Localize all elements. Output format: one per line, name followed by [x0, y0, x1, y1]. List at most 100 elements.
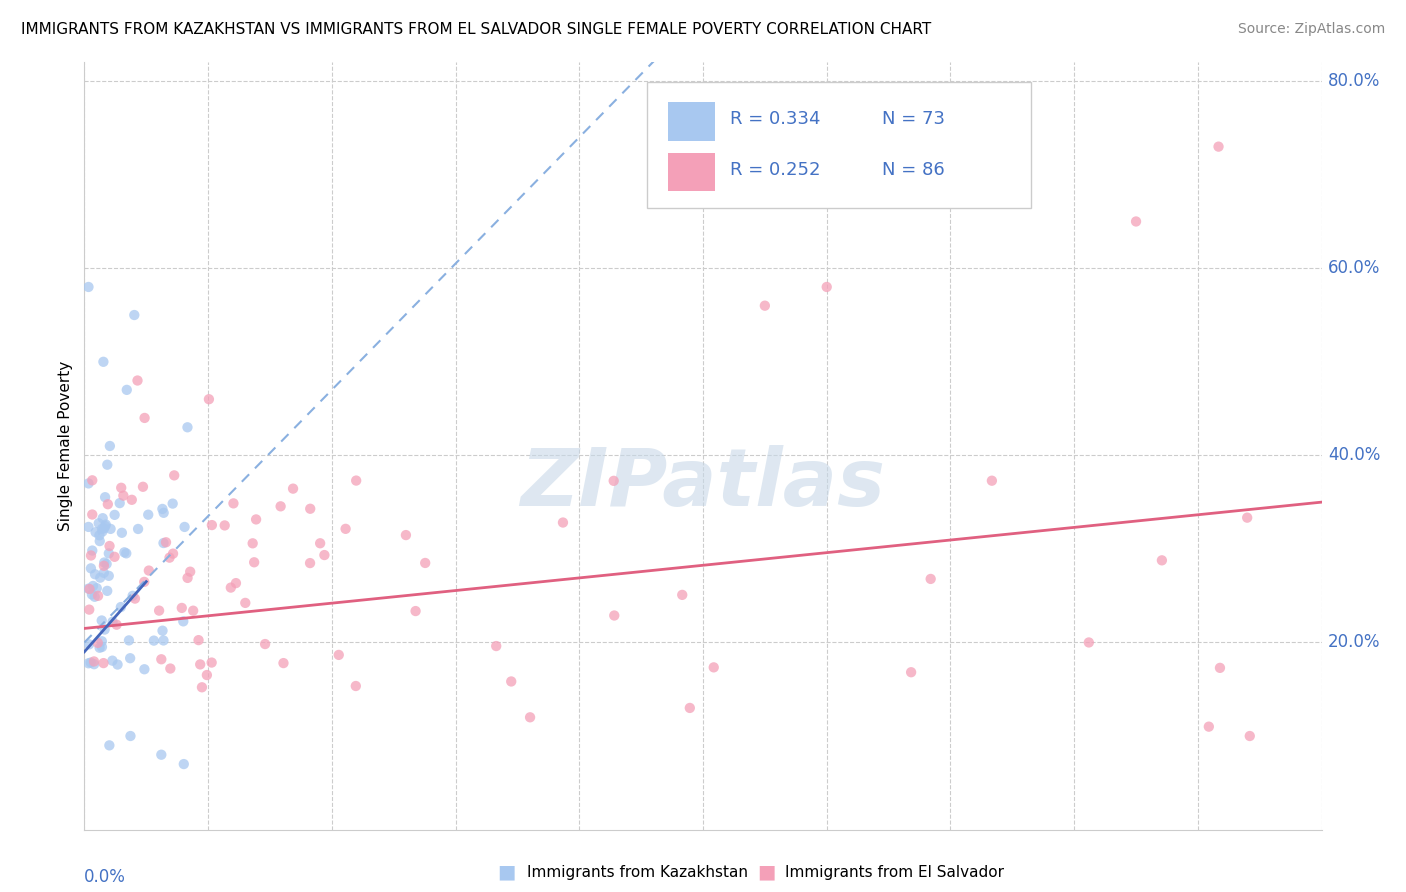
Point: [222, 496, 245, 510]
Point: [77, 520, 100, 534]
Point: [80, 549, 103, 563]
Point: [112, 489, 135, 503]
Point: [120, 651, 142, 665]
Text: 0.0%: 0.0%: [84, 868, 127, 886]
Point: [86, 581, 108, 595]
Point: [90, 634, 112, 648]
Point: [1236, 510, 1258, 524]
Point: [187, 633, 209, 648]
Point: [519, 710, 541, 724]
Point: [115, 383, 138, 397]
Point: [104, 508, 127, 522]
Point: [94, 517, 117, 532]
Point: [97, 546, 120, 560]
Point: [100, 522, 122, 536]
Text: 80.0%: 80.0%: [1327, 72, 1381, 90]
Point: [93, 566, 115, 580]
FancyBboxPatch shape: [668, 153, 716, 191]
Point: [77, 602, 100, 616]
Point: [93, 623, 115, 637]
Text: 20.0%: 20.0%: [1327, 633, 1381, 651]
Point: [309, 536, 332, 550]
Point: [83, 590, 105, 604]
Point: [79, 582, 101, 596]
Point: [101, 615, 124, 629]
Point: [124, 591, 146, 606]
Point: [112, 545, 135, 559]
Point: [314, 548, 336, 562]
Point: [328, 648, 350, 662]
Point: [80, 587, 103, 601]
Point: [83, 655, 105, 669]
Point: [103, 549, 125, 564]
Point: [201, 518, 224, 533]
Point: [134, 574, 156, 589]
Text: 60.0%: 60.0%: [1327, 260, 1381, 277]
Point: [132, 480, 155, 494]
Point: [77, 637, 100, 651]
Point: [98, 439, 121, 453]
Point: [245, 512, 267, 526]
Point: [602, 474, 624, 488]
Point: [148, 604, 170, 618]
Point: [195, 668, 218, 682]
Point: [754, 299, 776, 313]
Text: ■: ■: [756, 863, 776, 882]
Point: [501, 674, 523, 689]
Point: [150, 652, 173, 666]
Point: [413, 556, 436, 570]
Text: Immigrants from Kazakhstan: Immigrants from Kazakhstan: [527, 865, 748, 880]
Point: [243, 555, 266, 569]
FancyBboxPatch shape: [647, 81, 1031, 208]
Point: [110, 600, 132, 615]
Point: [96, 557, 118, 571]
Point: [120, 729, 142, 743]
Point: [94, 490, 117, 504]
Point: [163, 468, 186, 483]
Point: [107, 657, 129, 672]
Point: [77, 582, 100, 596]
Point: [242, 536, 264, 550]
Text: IMMIGRANTS FROM KAZAKHSTAN VS IMMIGRANTS FROM EL SALVADOR SINGLE FEMALE POVERTY : IMMIGRANTS FROM KAZAKHSTAN VS IMMIGRANTS…: [21, 22, 931, 37]
Point: [94, 519, 117, 533]
Point: [198, 392, 221, 407]
Point: [93, 521, 115, 535]
Point: [152, 536, 174, 550]
Point: [155, 535, 177, 549]
Point: [1209, 661, 1232, 675]
Y-axis label: Single Female Poverty: Single Female Poverty: [58, 361, 73, 531]
Point: [176, 420, 198, 434]
Point: [815, 280, 838, 294]
Point: [551, 516, 574, 530]
Point: [980, 474, 1002, 488]
Point: [335, 522, 357, 536]
Point: [679, 701, 702, 715]
Text: N = 73: N = 73: [883, 111, 945, 128]
Point: [93, 556, 115, 570]
Point: [96, 458, 118, 472]
Point: [89, 534, 111, 549]
Point: [172, 615, 194, 629]
Point: [134, 662, 156, 676]
Point: [90, 614, 112, 628]
Point: [91, 522, 114, 536]
Point: [115, 546, 138, 560]
Point: [82, 579, 104, 593]
Point: [344, 679, 367, 693]
Point: [134, 411, 156, 425]
Point: [87, 516, 110, 531]
Point: [201, 656, 224, 670]
Point: [121, 589, 143, 603]
Point: [82, 543, 104, 558]
Point: [270, 500, 292, 514]
Point: [273, 656, 295, 670]
Point: [179, 565, 201, 579]
Point: [191, 681, 214, 695]
FancyBboxPatch shape: [668, 103, 716, 141]
Point: [920, 572, 942, 586]
Point: [83, 657, 105, 672]
Text: 40.0%: 40.0%: [1327, 446, 1381, 465]
Point: [89, 528, 111, 542]
Point: [162, 497, 184, 511]
Point: [101, 654, 124, 668]
